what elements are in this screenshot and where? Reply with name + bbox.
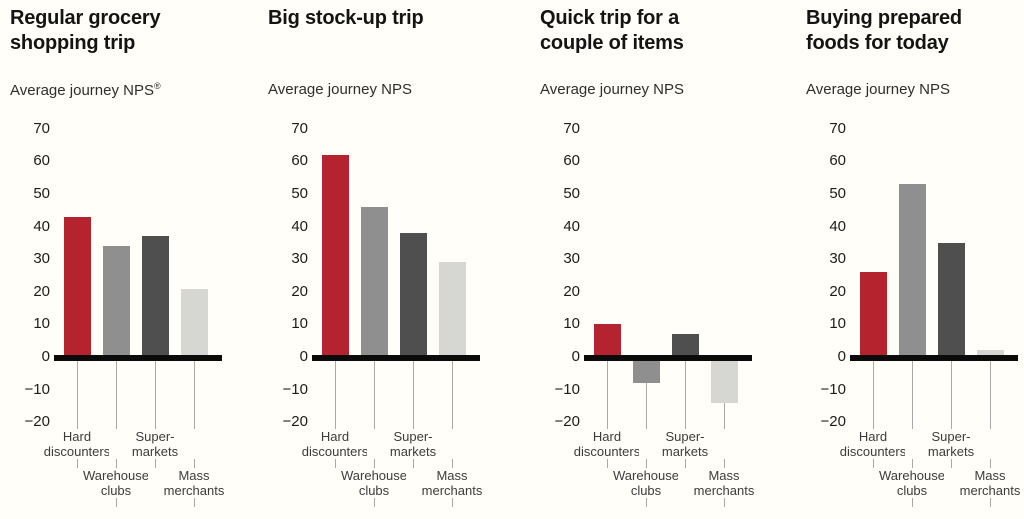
y-tick-label: 50 <box>291 185 308 202</box>
bar-super-markets <box>400 233 427 361</box>
y-tick-label: 30 <box>563 250 580 268</box>
y-tick-label: 30 <box>291 250 308 268</box>
category-label-hard-discounters: Hard discounters <box>31 429 123 459</box>
category-label-super-markets: Super- markets <box>109 429 201 459</box>
y-tick-label: −20 <box>820 413 846 431</box>
y-tick-label: 70 <box>563 119 580 137</box>
chart-title: Buying prepared foods for today <box>806 7 962 54</box>
leader-line-hard-discounters <box>335 357 336 468</box>
leader-line-super-markets <box>951 357 952 468</box>
bar-hard-discounters <box>594 324 621 361</box>
x-axis-line <box>54 355 222 361</box>
y-tick-label: 40 <box>291 217 308 235</box>
y-tick-label: 40 <box>33 217 50 235</box>
y-tick-label: 20 <box>829 282 846 300</box>
y-tick-label: 0 <box>299 348 308 365</box>
category-label-hard-discounters: Hard discounters <box>561 429 653 459</box>
y-tick-label: 50 <box>563 185 580 202</box>
y-tick-label: 70 <box>829 119 846 137</box>
y-tick-label: 0 <box>41 348 50 365</box>
category-label-mass-merchants: Mass merchants <box>406 468 498 498</box>
chart-title: Big stock-up trip <box>268 7 424 29</box>
y-tick-label: 60 <box>291 152 308 170</box>
category-label-super-markets: Super- markets <box>367 429 459 459</box>
leader-line-super-markets <box>685 357 686 468</box>
leader-line-super-markets <box>155 357 156 468</box>
bar-hard-discounters <box>64 216 91 361</box>
bar-hard-discounters <box>322 154 349 361</box>
y-tick-label: 60 <box>33 152 50 170</box>
chart-subtitle-text: Average journey NPS <box>540 81 684 98</box>
y-tick-label: −10 <box>282 380 308 398</box>
y-tick-label: 20 <box>33 282 50 300</box>
y-tick-label: 70 <box>291 119 308 137</box>
chart-subtitle: Average journey NPS <box>540 81 684 98</box>
chart-title: Regular grocery shopping trip <box>10 7 161 54</box>
category-label-mass-merchants: Mass merchants <box>678 468 770 498</box>
category-label-hard-discounters: Hard discounters <box>289 429 381 459</box>
bar-warehouse-clubs <box>103 246 130 361</box>
y-tick-label: −10 <box>554 380 580 398</box>
bar-mass-merchants <box>711 355 738 403</box>
y-tick-label: −20 <box>24 413 50 431</box>
category-label-warehouse-clubs: Warehouse clubs <box>70 468 162 498</box>
chart-title: Quick trip for a couple of items <box>540 7 684 54</box>
leader-line-hard-discounters <box>607 357 608 468</box>
y-tick-label: 30 <box>33 250 50 268</box>
chart-buying-prepared-foods: Buying prepared foods for today Average j… <box>804 0 1024 519</box>
category-label-mass-merchants: Mass merchants <box>944 468 1024 498</box>
chart-subtitle-text: Average journey NPS <box>268 81 412 98</box>
bar-mass-merchants <box>181 288 208 361</box>
y-tick-label: 40 <box>829 217 846 235</box>
chart-subtitle: Average journey NPS <box>268 81 412 98</box>
chart-big-stock-up-trip: Big stock-up trip Average journey NPS 70 60… <box>266 0 516 519</box>
y-tick-label: 20 <box>563 282 580 300</box>
y-tick-label: 40 <box>563 217 580 235</box>
y-tick-label: 70 <box>33 119 50 137</box>
y-tick-label: 10 <box>33 315 50 333</box>
y-tick-label: −10 <box>24 380 50 398</box>
y-tick-label: 60 <box>829 152 846 170</box>
category-label-warehouse-clubs: Warehouse clubs <box>600 468 692 498</box>
bar-super-markets <box>142 236 169 361</box>
y-tick-label: 0 <box>571 348 580 365</box>
x-axis-line <box>584 355 752 361</box>
chart-subtitle-text: Average journey NPS <box>10 82 154 99</box>
category-label-warehouse-clubs: Warehouse clubs <box>866 468 958 498</box>
leader-line-hard-discounters <box>873 357 874 468</box>
y-tick-label: 60 <box>563 152 580 170</box>
bar-warehouse-clubs <box>899 184 926 361</box>
y-tick-label: 10 <box>829 315 846 333</box>
chart-subtitle: Average journey NPS® <box>10 81 161 99</box>
y-tick-label: 10 <box>291 315 308 333</box>
leader-line-hard-discounters <box>77 357 78 468</box>
y-tick-label: −10 <box>820 380 846 398</box>
y-tick-label: 30 <box>829 250 846 268</box>
category-label-mass-merchants: Mass merchants <box>148 468 240 498</box>
y-tick-label: −20 <box>554 413 580 431</box>
category-label-super-markets: Super- markets <box>905 429 997 459</box>
category-label-super-markets: Super- markets <box>639 429 731 459</box>
y-tick-label: 10 <box>563 315 580 333</box>
bar-hard-discounters <box>860 272 887 361</box>
bar-super-markets <box>938 242 965 361</box>
category-label-hard-discounters: Hard discounters <box>827 429 919 459</box>
chart-subtitle: Average journey NPS <box>806 81 950 98</box>
registered-trademark-symbol: ® <box>153 81 161 91</box>
x-axis-line <box>312 355 480 361</box>
y-tick-label: 50 <box>829 185 846 202</box>
bar-warehouse-clubs <box>361 207 388 361</box>
chart-subtitle-text: Average journey NPS <box>806 81 950 98</box>
chart-regular-grocery-shopping-trip: Regular grocery shopping trip Average jou… <box>8 0 258 519</box>
chart-quick-trip-couple-of-items: Quick trip for a couple of items Average … <box>538 0 788 519</box>
y-tick-label: 50 <box>33 185 50 202</box>
x-axis-line <box>850 355 1018 361</box>
category-label-warehouse-clubs: Warehouse clubs <box>328 468 420 498</box>
bar-mass-merchants <box>439 262 466 361</box>
y-tick-label: 0 <box>837 348 846 365</box>
y-tick-label: −20 <box>282 413 308 431</box>
y-tick-label: 20 <box>291 282 308 300</box>
leader-line-super-markets <box>413 357 414 468</box>
